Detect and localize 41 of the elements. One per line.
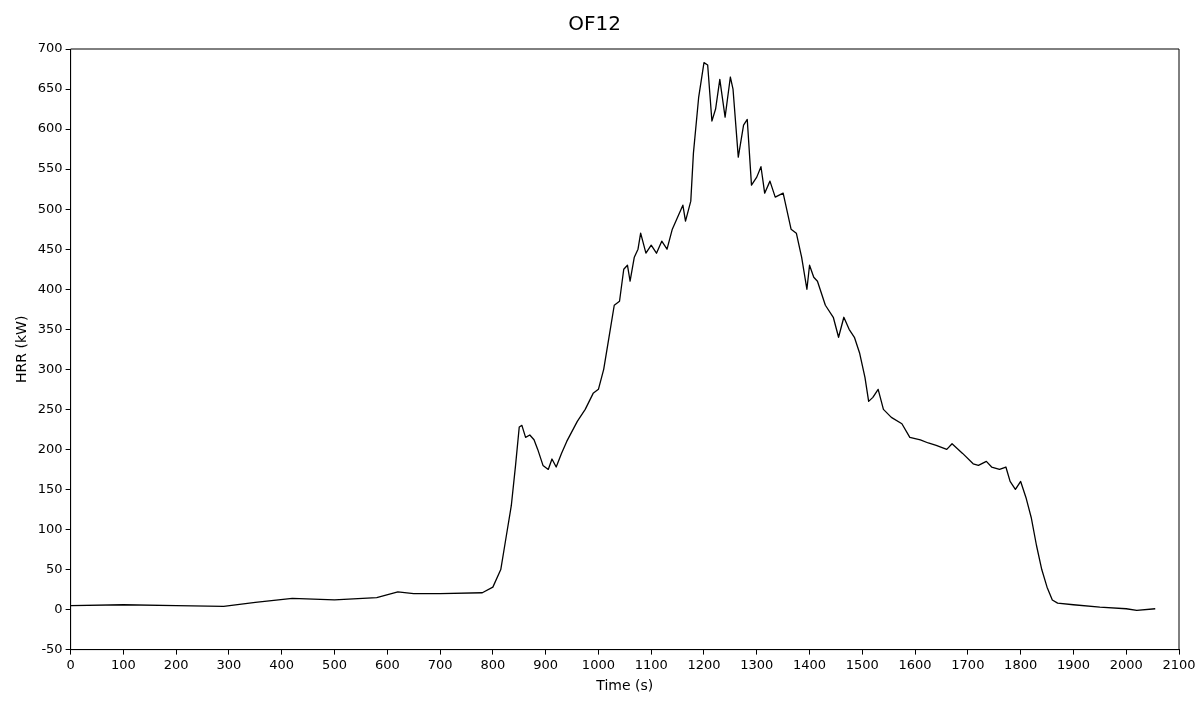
y-tick-label: 700 <box>37 40 63 56</box>
x-tick-label: 2000 <box>1109 656 1143 672</box>
chart-title: OF12 <box>568 11 621 36</box>
y-axis-title: HRR (kW) <box>13 315 30 383</box>
x-tick-label: 1500 <box>845 656 879 672</box>
x-tick-label: 800 <box>480 656 506 672</box>
x-tick-label: 900 <box>533 656 559 672</box>
y-tick-label: 100 <box>37 520 63 536</box>
x-tick-label: 700 <box>427 656 453 672</box>
y-tick-label: 0 <box>54 600 63 616</box>
y-tick-label: 150 <box>37 480 63 496</box>
x-tick-label: 1700 <box>951 656 985 672</box>
x-tick-label: 400 <box>269 656 295 672</box>
y-tick-label: 350 <box>37 320 63 336</box>
x-tick-label: 600 <box>374 656 400 672</box>
x-tick-label: 1100 <box>634 656 668 672</box>
y-tick-label: 650 <box>37 80 63 96</box>
x-tick-label: 1400 <box>792 656 827 672</box>
x-tick-label: 1000 <box>581 656 615 672</box>
y-tick-label: 450 <box>37 240 63 256</box>
x-tick-label: 500 <box>322 656 347 672</box>
x-tick-label: 1300 <box>740 656 774 672</box>
y-tick-label: 300 <box>37 360 63 376</box>
x-tick-label: 2100 <box>1162 656 1196 672</box>
x-tick-label: 1600 <box>898 656 932 672</box>
y-tick-label: 550 <box>37 160 63 176</box>
x-tick-label: 0 <box>66 656 75 672</box>
y-tick-label: -50 <box>41 640 63 656</box>
y-tick-label: 600 <box>37 120 63 136</box>
y-tick-label: 50 <box>46 560 63 576</box>
x-tick-label: 1900 <box>1056 656 1090 672</box>
y-tick-label: 400 <box>37 280 63 296</box>
y-tick-label: 250 <box>37 400 63 416</box>
x-tick-label: 100 <box>110 656 136 672</box>
x-tick-label: 200 <box>163 656 189 672</box>
y-tick-label: 500 <box>37 200 63 216</box>
x-axis-title: Time (s) <box>595 677 654 694</box>
y-tick-label: 200 <box>37 440 63 456</box>
x-tick-label: 1200 <box>687 656 721 672</box>
x-tick-label: 1800 <box>1004 656 1038 672</box>
x-tick-label: 300 <box>216 656 242 672</box>
